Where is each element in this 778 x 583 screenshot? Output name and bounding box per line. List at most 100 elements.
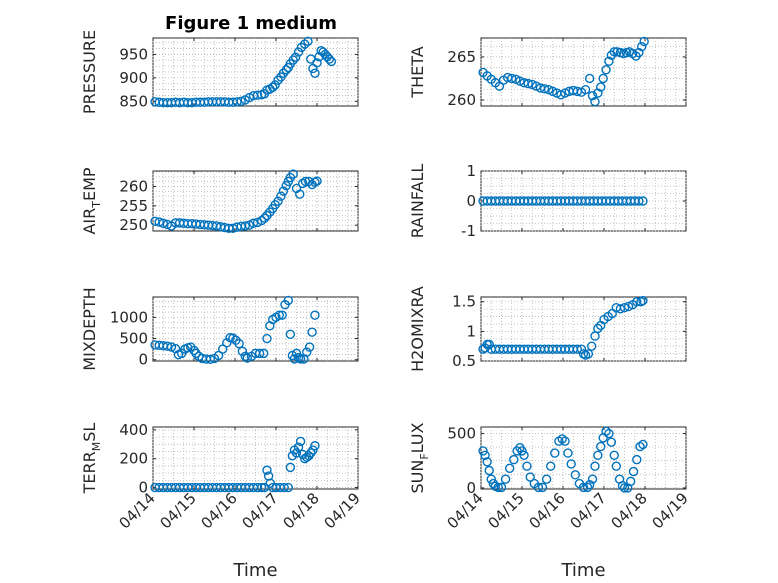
y-tick-label: 1.5 xyxy=(452,293,476,311)
data-point xyxy=(285,462,296,473)
data-point xyxy=(587,474,598,484)
x-tick-label: 04/17 xyxy=(567,489,610,532)
data-point xyxy=(632,297,642,307)
data-point xyxy=(480,450,490,460)
data-point xyxy=(252,90,263,100)
data-point xyxy=(601,426,611,437)
data-point xyxy=(638,196,648,206)
data-point xyxy=(523,78,533,89)
y-tick-label: 200 xyxy=(119,450,148,468)
data-point xyxy=(525,472,535,482)
data-point xyxy=(478,446,488,456)
data-point xyxy=(295,354,306,364)
air-temp-ylabel: AIRTEMP xyxy=(80,167,103,234)
data-point xyxy=(274,310,284,320)
data-point xyxy=(290,52,301,62)
data-point xyxy=(598,73,608,84)
data-point xyxy=(587,341,597,351)
data-point xyxy=(596,441,606,452)
data-point xyxy=(248,218,259,228)
y-tick-label: -1 xyxy=(461,222,476,240)
data-point xyxy=(634,196,644,206)
data-point xyxy=(293,47,304,57)
data-point xyxy=(609,47,619,57)
data-point xyxy=(584,73,595,84)
data-point xyxy=(486,474,496,484)
data-point xyxy=(293,442,304,452)
data-point xyxy=(279,482,289,493)
data-point xyxy=(566,459,576,469)
data-point xyxy=(582,482,593,493)
data-point xyxy=(273,196,283,206)
data-point xyxy=(593,323,603,334)
data-point xyxy=(158,218,168,228)
y-tick-label: 0 xyxy=(466,479,476,497)
data-point xyxy=(308,445,318,455)
y-tick-label: 250 xyxy=(119,216,148,234)
x-tick-label: 04/16 xyxy=(526,489,569,532)
sun-flux-xlabel: Time xyxy=(560,560,605,581)
subplot-mixdepth: 0 500 1000 MIXDEPTH xyxy=(80,287,359,371)
data-point xyxy=(570,470,580,480)
x-tick-label: 04/14 xyxy=(444,489,487,532)
y-tick-label: 950 xyxy=(119,45,148,63)
data-point xyxy=(278,186,289,196)
x-tick-label: 04/15 xyxy=(485,489,528,532)
data-point xyxy=(304,342,315,352)
data-point xyxy=(256,482,267,493)
data-point xyxy=(312,58,322,68)
data-point xyxy=(237,346,248,356)
data-point xyxy=(285,329,296,339)
data-point xyxy=(262,333,272,344)
data-point xyxy=(262,465,272,475)
data-point xyxy=(324,54,334,64)
data-point xyxy=(252,482,263,493)
x-tick-label: 04/19 xyxy=(321,489,364,532)
data-point xyxy=(242,353,253,363)
data-point xyxy=(303,36,313,46)
data-point xyxy=(170,344,181,354)
data-point xyxy=(617,481,628,491)
data-point xyxy=(310,441,320,451)
data-point xyxy=(638,439,648,450)
data-point xyxy=(500,474,511,484)
data-point xyxy=(580,84,591,95)
data-point xyxy=(240,221,250,231)
data-point xyxy=(583,349,594,359)
data-point xyxy=(283,482,293,493)
x-tick-label: 04/18 xyxy=(280,489,323,532)
mixdepth-axes xyxy=(152,296,359,362)
y-tick-label: 260 xyxy=(447,91,476,109)
rainfall-ylabel: RAINFALL xyxy=(408,164,427,239)
data-point xyxy=(541,474,552,484)
data-point xyxy=(154,217,164,227)
x-tick-label: 04/17 xyxy=(239,489,282,532)
data-point xyxy=(517,446,527,456)
data-point xyxy=(482,457,492,467)
data-point xyxy=(496,482,507,493)
data-point xyxy=(635,441,645,452)
y-tick-label: 500 xyxy=(447,425,476,443)
data-point xyxy=(590,96,600,107)
data-point xyxy=(256,215,267,226)
subplot-rainfall: -1 0 1 RAINFALL xyxy=(408,162,687,240)
data-point xyxy=(509,454,519,465)
data-point xyxy=(191,348,201,359)
y-tick-label: 400 xyxy=(119,421,148,439)
pressure-ylabel: PRESSURE xyxy=(80,30,99,114)
data-point xyxy=(291,448,302,458)
data-point xyxy=(587,90,598,101)
y-tick-label: 0 xyxy=(138,479,148,497)
data-point xyxy=(217,344,228,354)
data-point xyxy=(205,354,216,365)
h2omixra-ylabel: H2OMIXRA xyxy=(408,286,427,372)
data-point xyxy=(236,96,246,107)
figure-title: Figure 1 medium xyxy=(165,13,337,34)
y-tick-label: 255 xyxy=(119,197,148,215)
data-point xyxy=(606,437,617,447)
data-point xyxy=(268,82,278,92)
x-tick-label: 04/19 xyxy=(649,489,692,532)
data-point xyxy=(519,450,529,460)
